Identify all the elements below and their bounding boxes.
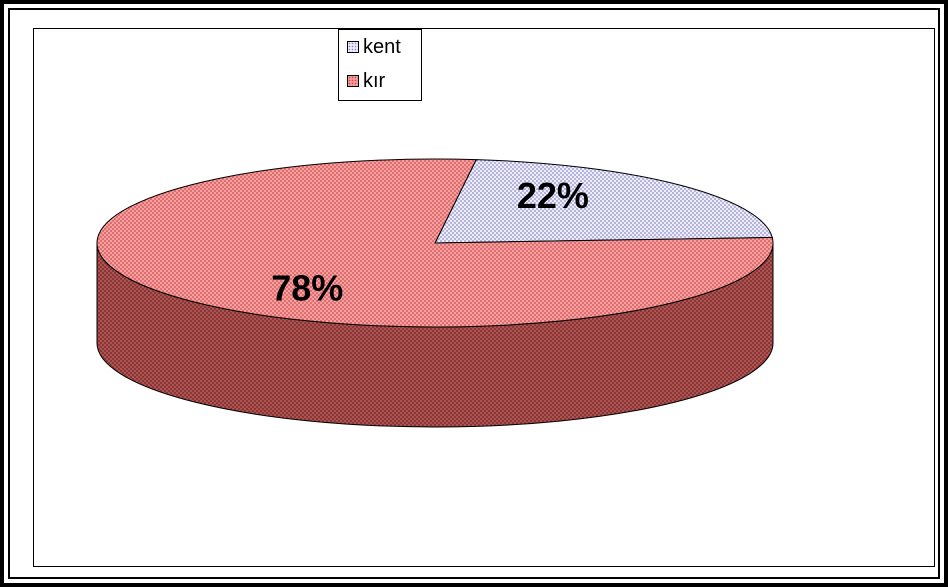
legend-swatch-kir: [347, 75, 359, 87]
pie-slice-kent: [434, 159, 773, 244]
chart-inner-frame: [8, 8, 940, 579]
data-label-kent: 22%: [517, 175, 589, 216]
legend: kent kır: [338, 29, 422, 101]
pie-top-layer: [96, 158, 774, 328]
legend-item-kir: kır: [347, 68, 385, 94]
pie-slice-kir: [96, 158, 774, 328]
legend-label-kent: kent: [363, 35, 401, 58]
data-label-kir: 78%: [271, 268, 343, 309]
legend-item-kent: kent: [347, 34, 401, 60]
pie-label-layer: 22% 78%: [271, 175, 589, 308]
legend-label-kir: kır: [363, 69, 386, 92]
legend-swatch-kent: [347, 41, 359, 53]
chart-area: [33, 28, 935, 567]
